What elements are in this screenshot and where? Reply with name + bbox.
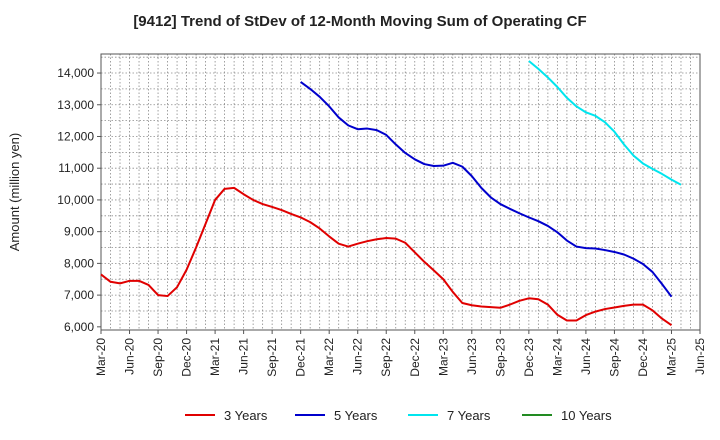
legend: 3 Years 5 Years 7 Years 10 Years xyxy=(185,408,612,423)
x-tick-label: Mar-20 xyxy=(94,338,108,376)
x-tick-label: Mar-22 xyxy=(322,338,336,376)
y-tick-label: 12,000 xyxy=(57,129,94,143)
y-axis: 6,000 7,000 8,000 9,000 10,000 11,000 12,000 13… xyxy=(57,66,101,334)
x-tick-label: Sep-20 xyxy=(151,338,165,377)
x-tick-label: Mar-24 xyxy=(550,338,564,376)
x-tick-label: Sep-21 xyxy=(265,338,279,377)
x-tick-label: Jun-21 xyxy=(237,338,251,375)
x-tick-label: Mar-21 xyxy=(208,338,222,376)
x-tick-label: Jun-24 xyxy=(579,338,593,375)
y-tick-label: 13,000 xyxy=(57,98,94,112)
y-tick-label: 10,000 xyxy=(57,193,94,207)
legend-label: 7 Years xyxy=(447,408,491,423)
y-tick-label: 6,000 xyxy=(64,320,94,334)
legend-label: 10 Years xyxy=(561,408,612,423)
x-tick-label: Jun-22 xyxy=(351,338,365,375)
y-tick-label: 9,000 xyxy=(64,225,94,239)
x-tick-label: Sep-22 xyxy=(379,338,393,377)
y-axis-label: Amount (million yen) xyxy=(7,133,22,252)
x-tick-label: Dec-22 xyxy=(408,338,422,377)
y-tick-label: 11,000 xyxy=(58,161,94,175)
legend-label: 5 Years xyxy=(334,408,378,423)
x-tick-label: Jun-25 xyxy=(693,338,707,375)
series-line-5-years xyxy=(300,81,673,298)
x-tick-label: Dec-20 xyxy=(180,338,194,377)
x-tick-label: Dec-24 xyxy=(636,338,650,377)
x-tick-label: Sep-24 xyxy=(607,338,621,377)
x-tick-label: Mar-25 xyxy=(664,338,678,376)
series-line-7-years xyxy=(528,60,682,186)
x-tick-label: Dec-23 xyxy=(522,338,536,377)
x-tick-label: Jun-23 xyxy=(465,338,479,375)
x-axis: Mar-20 Jun-20 Sep-20 Dec-20 Mar-21 Jun-21 Sep-… xyxy=(94,330,707,377)
y-tick-label: 8,000 xyxy=(64,256,94,270)
x-tick-label: Dec-21 xyxy=(294,338,308,377)
legend-label: 3 Years xyxy=(224,408,268,423)
y-tick-label: 14,000 xyxy=(57,66,94,80)
grid xyxy=(101,54,700,330)
plot-area xyxy=(100,53,701,331)
chart-title: [9412] Trend of StDev of 12-Month Moving… xyxy=(133,13,586,30)
series-line-3-years xyxy=(100,186,673,327)
y-tick-label: 7,000 xyxy=(64,288,94,302)
x-tick-label: Sep-23 xyxy=(493,338,507,377)
x-tick-label: Jun-20 xyxy=(123,338,137,375)
series-lines xyxy=(100,60,682,327)
x-tick-label: Mar-23 xyxy=(436,338,450,376)
